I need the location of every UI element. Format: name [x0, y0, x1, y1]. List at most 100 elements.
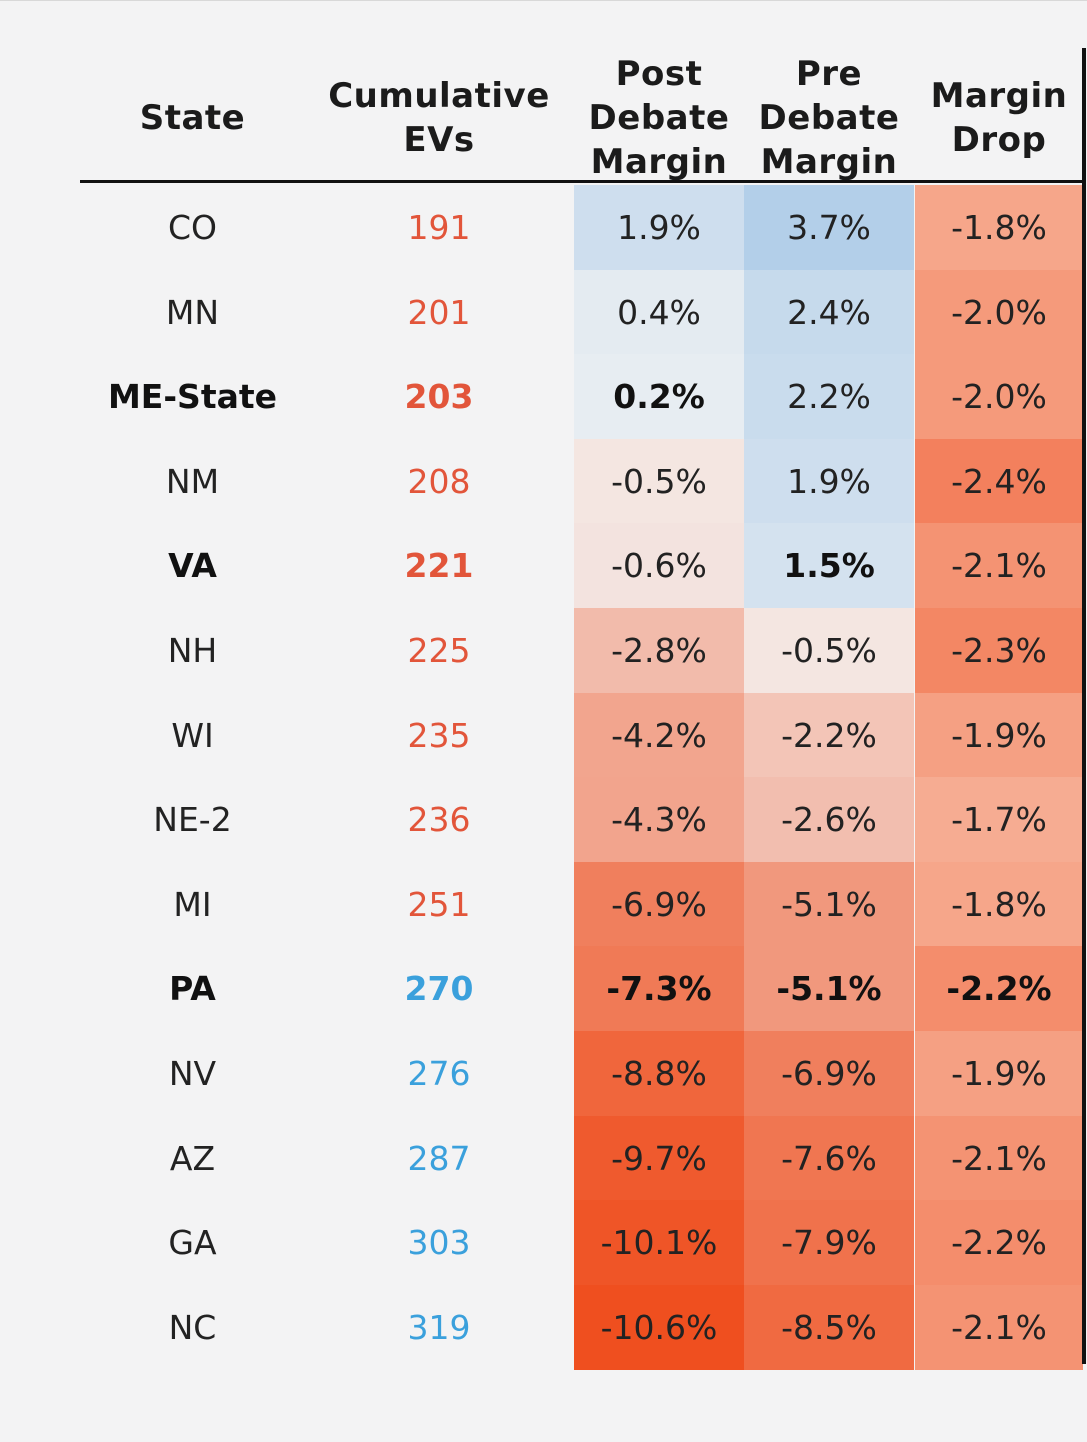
cell-post: -0.5%: [574, 438, 744, 524]
cell-drop: -1.9%: [915, 1031, 1083, 1117]
cell-pre: -0.5%: [744, 608, 914, 694]
cell-pre: 3.7%: [744, 185, 914, 271]
cell-ev: 236: [407, 800, 471, 840]
cell-pre: -6.9%: [744, 1031, 914, 1117]
cell-state: NM: [165, 461, 220, 501]
cell-drop: -1.7%: [915, 777, 1083, 863]
table-row: ME-State 203 0.2% 2.2% -2.0%: [0, 354, 1087, 440]
cell-post: -9.7%: [574, 1115, 744, 1201]
cell-drop: -2.0%: [915, 354, 1083, 440]
cell-ev: 203: [404, 377, 474, 417]
table-row: PA 270 -7.3% -5.1% -2.2%: [0, 946, 1087, 1032]
cell-state: GA: [168, 1223, 217, 1263]
cell-post: -10.1%: [574, 1200, 744, 1286]
cell-post: -6.9%: [574, 861, 744, 947]
cell-drop: -2.4%: [915, 438, 1083, 524]
cell-state: MN: [165, 292, 220, 332]
header-pre-line: Debate: [758, 98, 900, 138]
cell-state: MI: [173, 884, 212, 924]
header-rule: [80, 180, 1084, 183]
table-row: GA 303 -10.1% -7.9% -2.2%: [0, 1200, 1087, 1286]
cell-post: -2.8%: [574, 608, 744, 694]
header-post-line: Debate: [588, 98, 730, 138]
cell-post: 0.4%: [574, 269, 744, 355]
header-drop-line: Drop: [951, 120, 1047, 160]
header-pre: Pre Debate Margin: [744, 52, 914, 184]
cell-ev: 287: [407, 1138, 471, 1178]
cell-ev: 191: [407, 208, 471, 248]
cell-state: NE-2: [153, 800, 232, 840]
header-pre-line: Pre: [795, 54, 863, 94]
right-border: [1082, 48, 1086, 1364]
table-row: MI 251 -6.9% -5.1% -1.8%: [0, 861, 1087, 947]
cell-drop: -2.1%: [915, 523, 1083, 609]
cell-state: ME-State: [107, 377, 278, 417]
cell-drop: -1.8%: [915, 861, 1083, 947]
top-divider: [0, 0, 1087, 1]
cell-state: NC: [168, 1307, 217, 1347]
cell-ev: 319: [407, 1307, 471, 1347]
header-pre-line: Margin: [760, 142, 898, 182]
cell-ev: 201: [407, 292, 471, 332]
header-post-line: Margin: [590, 142, 728, 182]
cell-ev: 303: [407, 1223, 471, 1263]
cell-state: VA: [168, 546, 217, 586]
cell-pre: -5.1%: [744, 861, 914, 947]
cell-ev: 276: [407, 1054, 471, 1094]
cell-ev: 208: [407, 461, 471, 501]
header-ev-line: EVs: [403, 120, 475, 160]
cell-post: 0.2%: [574, 354, 744, 440]
cell-pre: 2.2%: [744, 354, 914, 440]
cell-state: PA: [169, 969, 216, 1009]
cell-ev: 251: [407, 884, 471, 924]
header-post: Post Debate Margin: [574, 52, 744, 184]
table-row: NM 208 -0.5% 1.9% -2.4%: [0, 438, 1087, 524]
cell-state: CO: [167, 208, 218, 248]
table-row: CO 191 1.9% 3.7% -1.8%: [0, 185, 1087, 271]
cell-drop: -2.2%: [915, 946, 1083, 1032]
cell-post: -7.3%: [574, 946, 744, 1032]
cell-drop: -2.1%: [915, 1284, 1083, 1370]
cell-post: -4.2%: [574, 692, 744, 778]
cell-post: -0.6%: [574, 523, 744, 609]
header-ev-line: Cumulative: [328, 76, 550, 116]
cell-state: AZ: [169, 1138, 216, 1178]
cell-drop: -2.2%: [915, 1200, 1083, 1286]
cell-state: NH: [167, 631, 218, 671]
cell-pre: -2.6%: [744, 777, 914, 863]
table-row: WI 235 -4.2% -2.2% -1.9%: [0, 692, 1087, 778]
cell-pre: -7.6%: [744, 1115, 914, 1201]
cell-pre: 1.9%: [744, 438, 914, 524]
header-post-line: Post: [615, 54, 703, 94]
cell-post: -10.6%: [574, 1284, 744, 1370]
cell-pre: -2.2%: [744, 692, 914, 778]
cell-post: -4.3%: [574, 777, 744, 863]
header-drop: Margin Drop: [915, 74, 1083, 162]
header-ev: Cumulative EVs: [305, 74, 573, 162]
cell-post: -8.8%: [574, 1031, 744, 1117]
cell-ev: 221: [404, 546, 474, 586]
cell-state: NV: [168, 1054, 217, 1094]
cell-ev: 235: [407, 715, 471, 755]
cell-drop: -1.8%: [915, 185, 1083, 271]
header-state-line: State: [139, 98, 246, 138]
cell-drop: -2.0%: [915, 269, 1083, 355]
header-state: State: [80, 96, 305, 140]
header-drop-line: Margin: [930, 76, 1068, 116]
cell-pre: -8.5%: [744, 1284, 914, 1370]
table-row: NV 276 -8.8% -6.9% -1.9%: [0, 1031, 1087, 1117]
table-row: NH 225 -2.8% -0.5% -2.3%: [0, 608, 1087, 694]
cell-pre: 2.4%: [744, 269, 914, 355]
table-row: VA 221 -0.6% 1.5% -2.1%: [0, 523, 1087, 609]
table-row: MN 201 0.4% 2.4% -2.0%: [0, 269, 1087, 355]
cell-pre: 1.5%: [744, 523, 914, 609]
cell-drop: -2.1%: [915, 1115, 1083, 1201]
table-row: NE-2 236 -4.3% -2.6% -1.7%: [0, 777, 1087, 863]
cell-pre: -7.9%: [744, 1200, 914, 1286]
table-row: NC 319 -10.6% -8.5% -2.1%: [0, 1284, 1087, 1370]
cell-state: WI: [171, 715, 214, 755]
cell-pre: -5.1%: [744, 946, 914, 1032]
cell-ev: 225: [407, 631, 471, 671]
cell-drop: -2.3%: [915, 608, 1083, 694]
cell-post: 1.9%: [574, 185, 744, 271]
